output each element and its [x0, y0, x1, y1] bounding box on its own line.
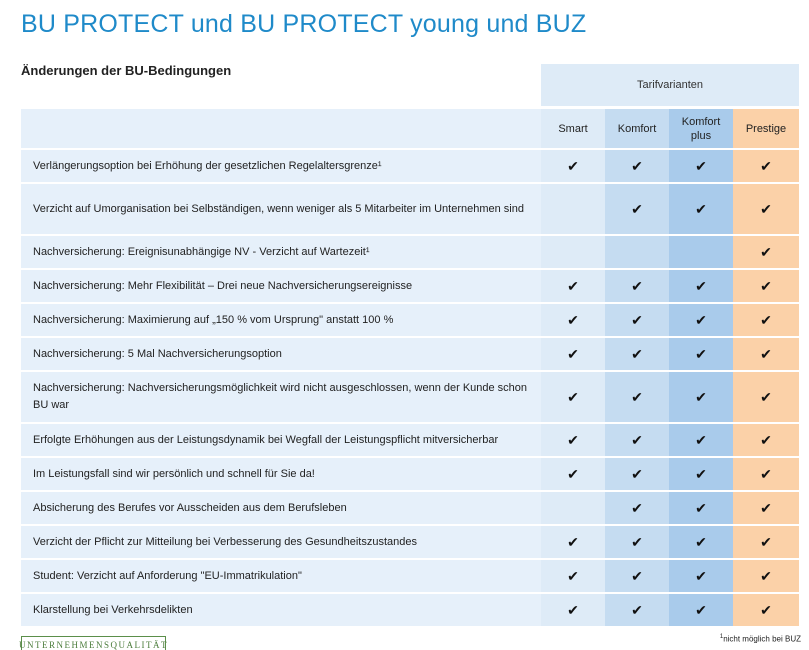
check-cell-prestige: ✔ — [733, 560, 799, 592]
check-cell-smart: ✔ — [541, 338, 605, 370]
check-cell-komfort: ✔ — [605, 594, 669, 626]
row-label: Absicherung des Berufes vor Ausscheiden … — [21, 492, 541, 524]
footnote-text: nicht möglich bei BUZ — [723, 634, 801, 644]
check-cell-smart: ✔ — [541, 560, 605, 592]
check-cell-komfort-plus: ✔ — [669, 458, 733, 490]
column-header-smart: Smart — [541, 109, 605, 148]
check-cell-komfort: ✔ — [605, 270, 669, 302]
check-cell-prestige: ✔ — [733, 270, 799, 302]
check-cell-prestige: ✔ — [733, 338, 799, 370]
row-label: Nachversicherung: Ereignisunabhängige NV… — [21, 236, 541, 268]
check-cell-smart: ✔ — [541, 304, 605, 336]
check-cell-komfort-plus: ✔ — [669, 372, 733, 422]
check-cell-smart — [541, 184, 605, 234]
check-cell-komfort — [605, 236, 669, 268]
row-label: Erfolgte Erhöhungen aus der Leistungsdyn… — [21, 424, 541, 456]
check-cell-smart: ✔ — [541, 150, 605, 182]
check-cell-prestige: ✔ — [733, 458, 799, 490]
check-cell-smart: ✔ — [541, 526, 605, 558]
check-cell-prestige: ✔ — [733, 184, 799, 234]
check-cell-komfort: ✔ — [605, 458, 669, 490]
check-cell-smart: ✔ — [541, 270, 605, 302]
row-label: Nachversicherung: Maximierung auf „150 %… — [21, 304, 541, 336]
check-cell-smart — [541, 492, 605, 524]
row-label: Verzicht der Pflicht zur Mitteilung bei … — [21, 526, 541, 558]
row-label: Nachversicherung: Mehr Flexibilität – Dr… — [21, 270, 541, 302]
check-cell-komfort-plus: ✔ — [669, 338, 733, 370]
check-cell-komfort-plus: ✔ — [669, 424, 733, 456]
row-label: Nachversicherung: 5 Mal Nachversicherung… — [21, 338, 541, 370]
check-cell-prestige: ✔ — [733, 372, 799, 422]
check-cell-komfort-plus: ✔ — [669, 594, 733, 626]
check-cell-komfort-plus: ✔ — [669, 492, 733, 524]
check-cell-komfort: ✔ — [605, 184, 669, 234]
header-label-cell — [21, 109, 541, 148]
footnote-mark: 1 — [719, 634, 724, 640]
column-header-komfort-plus-text: Komfort plus — [681, 115, 721, 142]
check-cell-prestige: ✔ — [733, 526, 799, 558]
check-cell-prestige: ✔ — [733, 150, 799, 182]
check-cell-prestige: ✔ — [733, 424, 799, 456]
check-cell-prestige: ✔ — [733, 492, 799, 524]
row-label: Klarstellung bei Verkehrsdelikten — [21, 594, 541, 626]
check-cell-komfort-plus: ✔ — [669, 270, 733, 302]
check-cell-komfort-plus: ✔ — [669, 184, 733, 234]
check-cell-komfort: ✔ — [605, 560, 669, 592]
check-cell-komfort: ✔ — [605, 304, 669, 336]
row-label: Verzicht auf Umorganisation bei Selbstän… — [21, 184, 541, 234]
check-cell-komfort: ✔ — [605, 492, 669, 524]
check-cell-smart: ✔ — [541, 594, 605, 626]
check-cell-komfort-plus — [669, 236, 733, 268]
check-cell-komfort: ✔ — [605, 424, 669, 456]
column-header-prestige: Prestige — [733, 109, 799, 148]
check-cell-komfort-plus: ✔ — [669, 526, 733, 558]
check-cell-komfort: ✔ — [605, 150, 669, 182]
check-cell-komfort: ✔ — [605, 338, 669, 370]
row-label: Nachversicherung: Nachversicherungsmögli… — [21, 372, 541, 422]
check-cell-prestige: ✔ — [733, 594, 799, 626]
check-cell-komfort-plus: ✔ — [669, 304, 733, 336]
check-cell-smart: ✔ — [541, 458, 605, 490]
column-header-komfort: Komfort — [605, 109, 669, 148]
check-cell-komfort: ✔ — [605, 526, 669, 558]
tarifvarianten-header: Tarifvarianten — [541, 64, 799, 106]
section-subtitle: Änderungen der BU-Bedingungen — [21, 63, 232, 78]
footnote: 1nicht möglich bei BUZ — [720, 634, 801, 644]
check-cell-komfort-plus: ✔ — [669, 150, 733, 182]
check-cell-komfort: ✔ — [605, 372, 669, 422]
page-title: BU PROTECT und BU PROTECT young und BUZ — [21, 10, 587, 38]
check-cell-smart: ✔ — [541, 372, 605, 422]
row-label: Im Leistungsfall sind wir persönlich und… — [21, 458, 541, 490]
check-cell-smart: ✔ — [541, 424, 605, 456]
comparison-table: Smart Komfort Komfort plus Prestige Verl… — [21, 109, 799, 626]
row-label: Student: Verzicht auf Anforderung "EU-Im… — [21, 560, 541, 592]
check-cell-prestige: ✔ — [733, 236, 799, 268]
check-cell-smart — [541, 236, 605, 268]
check-cell-komfort-plus: ✔ — [669, 560, 733, 592]
unternehmensqualitaet-logo: UNTERNEHMENSQUALITÄT — [19, 636, 167, 650]
row-label: Verlängerungsoption bei Erhöhung der ges… — [21, 150, 541, 182]
column-header-komfort-plus: Komfort plus — [669, 109, 733, 148]
check-cell-prestige: ✔ — [733, 304, 799, 336]
